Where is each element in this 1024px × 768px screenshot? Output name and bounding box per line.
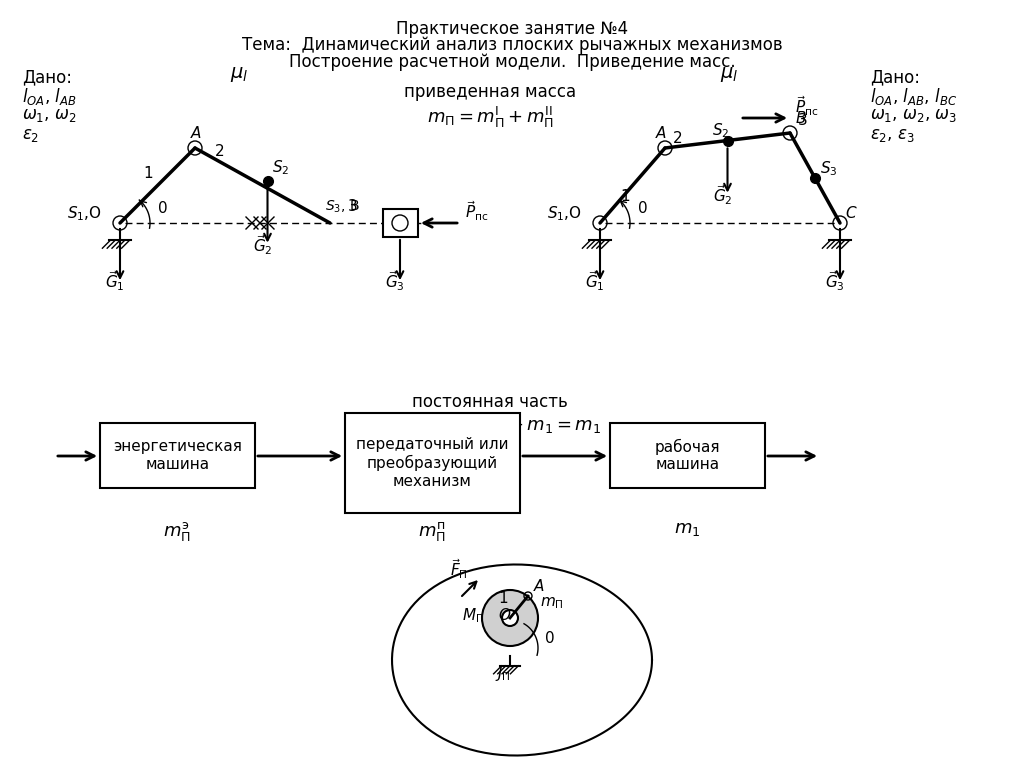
Text: 3: 3: [348, 199, 357, 214]
Text: $J_{\rm П}$: $J_{\rm П}$: [495, 664, 511, 683]
Text: 2: 2: [215, 144, 224, 159]
FancyBboxPatch shape: [610, 423, 765, 488]
Text: $C$: $C$: [845, 205, 857, 221]
Text: Построение расчетной модели.  Приведение масс.: Построение расчетной модели. Приведение …: [289, 53, 735, 71]
Text: приведенная масса: приведенная масса: [403, 83, 577, 101]
Text: $m_1$: $m_1$: [674, 520, 700, 538]
Text: $A$: $A$: [190, 125, 202, 141]
Text: $\vec{G}_2$: $\vec{G}_2$: [713, 184, 732, 207]
Text: Дано:: Дано:: [22, 68, 72, 86]
Text: $m_{\rm П} = m_{\rm П}^{\rm I} + m_{\rm П}^{\rm II}$: $m_{\rm П} = m_{\rm П}^{\rm I} + m_{\rm …: [427, 105, 554, 130]
Text: передаточный или
преобразующий
механизм: передаточный или преобразующий механизм: [356, 438, 509, 488]
FancyBboxPatch shape: [345, 413, 520, 513]
Text: $\vec{G}_2$: $\vec{G}_2$: [253, 233, 272, 257]
Text: $\varepsilon_2$: $\varepsilon_2$: [22, 126, 39, 144]
Text: $m_{\rm П}^{\rm I} = m_{\rm П}^{\rm э} + m_{\rm П}^{\rm п} + m_1 = m_1$: $m_{\rm П}^{\rm I} = m_{\rm П}^{\rm э} +…: [378, 413, 602, 438]
Text: $m_{\rm П}$: $m_{\rm П}$: [540, 595, 564, 611]
Text: 0: 0: [638, 201, 647, 216]
Text: $S_2$: $S_2$: [713, 121, 730, 141]
Text: Тема:  Динамический анализ плоских рычажных механизмов: Тема: Динамический анализ плоских рычажн…: [242, 36, 782, 54]
Text: рабочая
машина: рабочая машина: [654, 439, 720, 472]
Text: $A$: $A$: [655, 125, 668, 141]
Bar: [383, 209, 418, 237]
Polygon shape: [392, 564, 652, 756]
Text: $M_{\rm П}$: $M_{\rm П}$: [462, 606, 484, 624]
Text: $\omega_1$, $\omega_2$, $\omega_3$: $\omega_1$, $\omega_2$, $\omega_3$: [870, 106, 957, 124]
Text: 1: 1: [620, 189, 630, 204]
Text: $m_{\rm П}^{\rm п}$: $m_{\rm П}^{\rm п}$: [418, 520, 445, 543]
Text: $\vec{G}_1$: $\vec{G}_1$: [585, 269, 605, 293]
Text: $\mu_l$: $\mu_l$: [720, 65, 738, 84]
Text: $S_2$: $S_2$: [272, 158, 290, 177]
Text: Дано:: Дано:: [870, 68, 920, 86]
Text: $l_{OA}$, $l_{AB}$, $l_{BC}$: $l_{OA}$, $l_{AB}$, $l_{BC}$: [870, 86, 957, 107]
Text: $S_1$,O: $S_1$,O: [68, 204, 102, 223]
Text: $\mu_l$: $\mu_l$: [230, 65, 249, 84]
Text: 0: 0: [545, 631, 555, 646]
Circle shape: [482, 590, 538, 646]
Text: $\vec{P}_{\rm пс}$: $\vec{P}_{\rm пс}$: [795, 94, 818, 118]
Text: $S_3$, B: $S_3$, B: [325, 199, 359, 215]
Text: Практическое занятие №4: Практическое занятие №4: [396, 20, 628, 38]
Text: постоянная часть: постоянная часть: [412, 393, 568, 411]
Text: энергетическая
машина: энергетическая машина: [113, 439, 242, 472]
Circle shape: [502, 610, 518, 626]
Text: 3: 3: [798, 113, 808, 128]
Text: $\omega_1$, $\omega_2$: $\omega_1$, $\omega_2$: [22, 106, 77, 124]
Text: 2: 2: [673, 131, 683, 146]
Text: $S_3$: $S_3$: [820, 159, 838, 177]
Text: $\vec{F}_{\rm П}$: $\vec{F}_{\rm П}$: [450, 557, 468, 581]
Text: $l_{OA}$, $l_{AB}$: $l_{OA}$, $l_{AB}$: [22, 86, 77, 107]
Text: $\vec{G}_3$: $\vec{G}_3$: [385, 269, 404, 293]
Text: $S_1$,O: $S_1$,O: [547, 204, 582, 223]
Text: 1: 1: [143, 165, 153, 180]
Text: $\vec{G}_3$: $\vec{G}_3$: [825, 269, 845, 293]
Text: 1: 1: [498, 591, 508, 606]
Text: $A$: $A$: [534, 578, 545, 594]
Text: $m_{\rm П}^{\rm э}$: $m_{\rm П}^{\rm э}$: [163, 520, 190, 543]
Text: 0: 0: [158, 201, 168, 216]
Text: $O$: $O$: [498, 607, 511, 623]
Text: $\vec{P}_{\rm пс}$: $\vec{P}_{\rm пс}$: [465, 199, 488, 223]
Text: $B$: $B$: [795, 110, 807, 126]
Text: $\varepsilon_2$, $\varepsilon_3$: $\varepsilon_2$, $\varepsilon_3$: [870, 126, 914, 144]
Text: $\vec{G}_1$: $\vec{G}_1$: [105, 269, 125, 293]
FancyBboxPatch shape: [100, 423, 255, 488]
